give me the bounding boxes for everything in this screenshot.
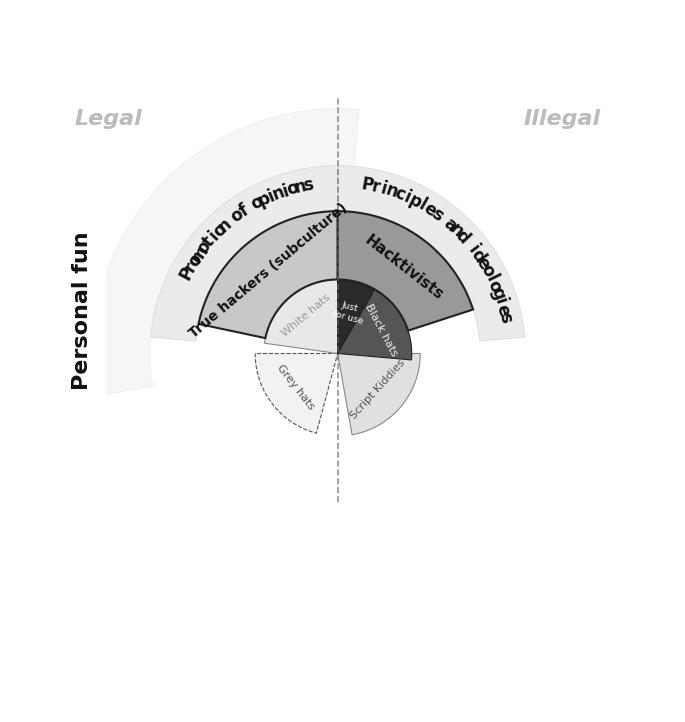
Text: o: o [285, 178, 301, 199]
Text: Grey hats: Grey hats [275, 362, 316, 412]
Text: Hacktivists: Hacktivists [362, 233, 447, 303]
Text: n: n [384, 181, 400, 202]
Text: s: s [495, 311, 514, 325]
Polygon shape [93, 109, 359, 396]
Polygon shape [256, 354, 338, 433]
Text: P: P [360, 175, 375, 195]
Polygon shape [199, 211, 338, 338]
Text: n: n [269, 183, 287, 204]
Text: True hackers (subculture): True hackers (subculture) [186, 201, 350, 341]
Text: l: l [482, 271, 500, 284]
Polygon shape [338, 354, 421, 435]
Polygon shape [338, 211, 473, 331]
Text: Illegal: Illegal [524, 109, 601, 129]
Text: i: i [265, 187, 277, 206]
Polygon shape [338, 290, 412, 360]
Polygon shape [264, 279, 338, 354]
Text: f: f [236, 201, 251, 220]
Text: Script Kiddies: Script Kiddies [349, 358, 407, 422]
Text: o: o [193, 238, 214, 258]
Text: o: o [484, 277, 505, 295]
Text: e: e [493, 302, 513, 318]
Text: i: i [464, 242, 482, 257]
Text: t: t [199, 232, 219, 251]
Text: p: p [406, 191, 425, 212]
Text: i: i [280, 181, 291, 200]
Text: Just
for use: Just for use [331, 299, 366, 326]
Text: s: s [427, 204, 446, 225]
Text: Legal: Legal [75, 109, 142, 129]
Text: a: a [440, 214, 460, 235]
Polygon shape [151, 165, 338, 341]
Text: g: g [487, 285, 508, 303]
Text: n: n [292, 177, 308, 197]
Text: i: i [206, 227, 223, 244]
Text: e: e [421, 199, 440, 220]
Text: o: o [227, 204, 247, 226]
Text: s: s [301, 175, 314, 195]
Text: d: d [451, 226, 473, 247]
Text: r: r [370, 178, 382, 196]
Text: n: n [446, 220, 467, 241]
Text: d: d [467, 246, 489, 266]
Text: n: n [215, 214, 236, 235]
Text: c: c [392, 184, 408, 204]
Text: m: m [187, 241, 212, 266]
Text: i: i [401, 188, 414, 207]
Text: o: o [477, 261, 498, 280]
Text: Personal fun: Personal fun [71, 232, 92, 390]
Text: i: i [379, 180, 389, 199]
Text: o: o [209, 219, 230, 240]
Text: P: P [176, 264, 198, 283]
Polygon shape [338, 279, 375, 354]
Text: e: e [472, 254, 493, 273]
Text: i: i [491, 296, 510, 307]
Polygon shape [338, 165, 525, 341]
Text: o: o [184, 251, 206, 270]
Text: o: o [248, 192, 266, 214]
Text: r: r [181, 258, 201, 274]
Text: Black hats: Black hats [364, 303, 400, 358]
Text: p: p [255, 188, 273, 210]
Text: l: l [416, 196, 429, 214]
Text: White hats: White hats [279, 292, 332, 339]
